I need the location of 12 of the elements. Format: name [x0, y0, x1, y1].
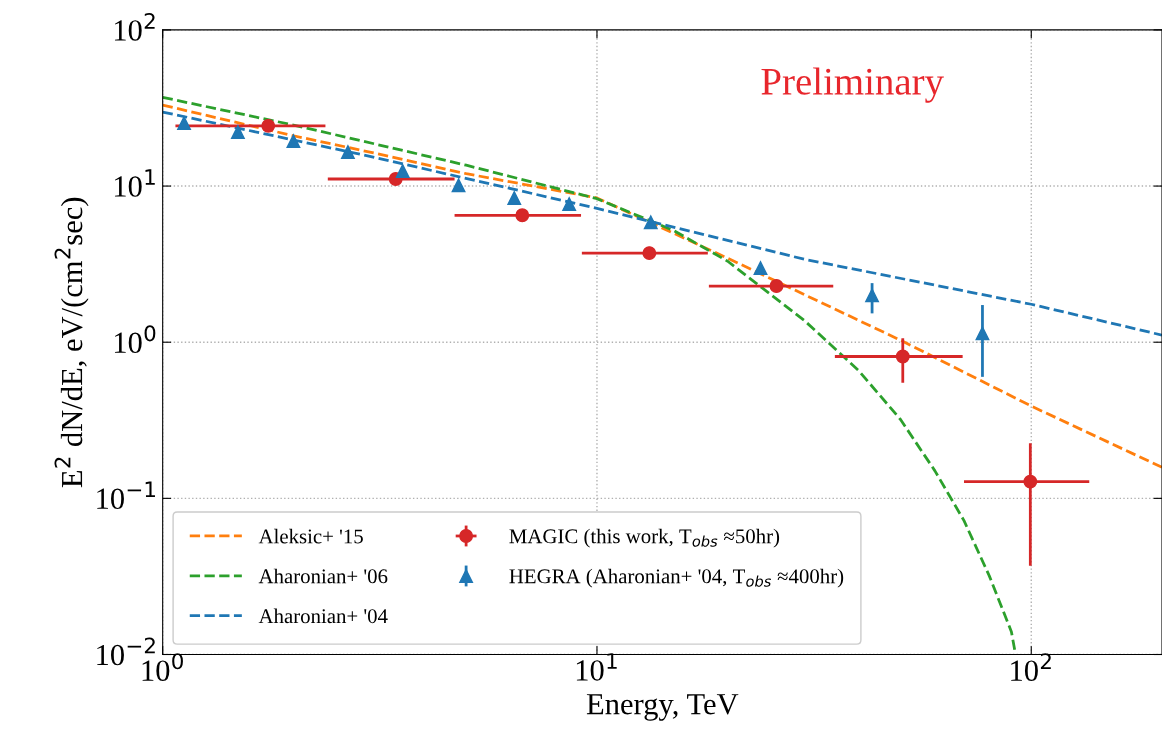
legend-label: MAGIC (this work, T$_{obs}$ ≈50hr): [509, 528, 780, 548]
annotation: Preliminary: [761, 67, 944, 103]
legend-label: Aleksic+ '15: [258, 528, 363, 544]
x-axis-title: Energy, TeV: [586, 694, 739, 721]
y-tick-label: 10$^{−1}$: [97, 481, 155, 510]
legend-label: Aharonian+ '06: [258, 568, 388, 584]
legend-label: Aharonian+ '04: [258, 608, 388, 624]
y-tick-label: 10$^{0}$: [114, 325, 156, 354]
y-tick-label: 10$^{1}$: [114, 169, 155, 197]
y-tick-label: 10$^{2}$: [114, 12, 155, 41]
y-axis-title: E$^{2}$ dN/dE, eV/(cm$^{2}$sec): [54, 197, 89, 488]
legend-label: HEGRA (Aharonian+ '04, T$_{obs}$ ≈400hr): [509, 568, 844, 588]
